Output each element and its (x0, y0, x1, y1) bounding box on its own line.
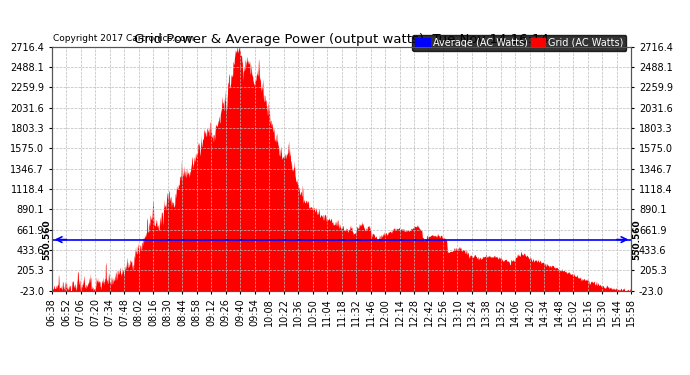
Text: 550.560: 550.560 (632, 219, 641, 260)
Title: Grid Power & Average Power (output watts)  Tue Nov 14 16:14: Grid Power & Average Power (output watts… (134, 33, 549, 46)
Text: 550.560: 550.560 (42, 219, 51, 260)
Legend: Average (AC Watts), Grid (AC Watts): Average (AC Watts), Grid (AC Watts) (413, 34, 627, 51)
Text: Copyright 2017 Cartronics.com: Copyright 2017 Cartronics.com (53, 34, 194, 43)
